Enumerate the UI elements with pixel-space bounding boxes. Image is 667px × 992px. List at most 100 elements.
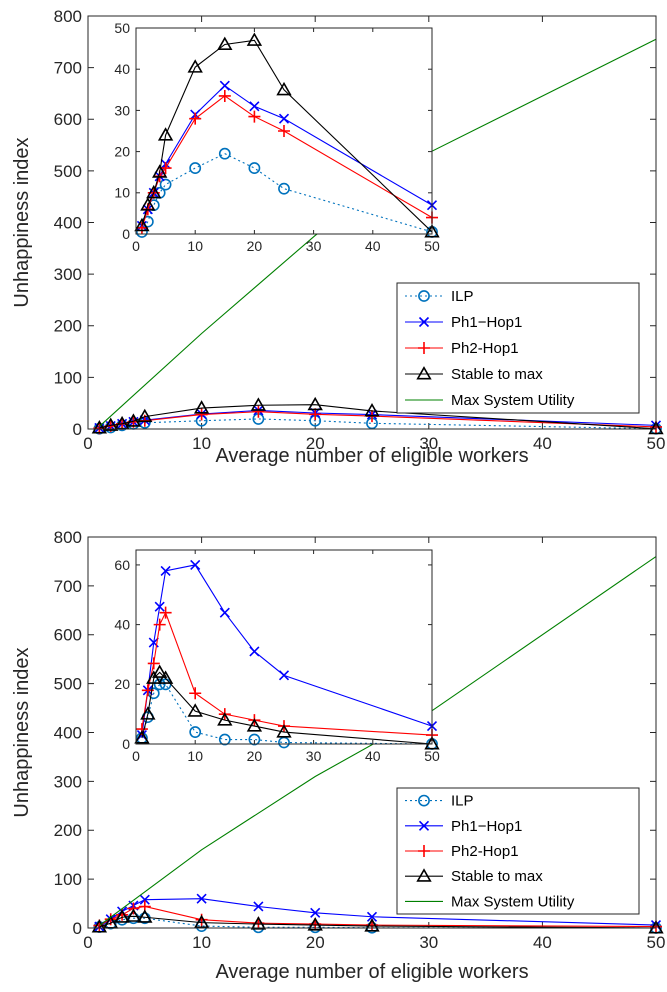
chart-2-inset-series-ph1-hop1 [136,559,438,741]
chart-2-inset-line-stable-to-max [141,671,433,745]
chart-2-legend-label-stable-to-max: Stable to max [451,868,543,885]
chart-1-x-tick-label: 0 [83,434,92,453]
chart-1-inset-point-ilp [218,147,231,160]
chart-2-x-tick-label: 0 [83,933,92,952]
chart-1-inset-point-stable-to-max [424,224,440,238]
chart-1-x-tick-label: 30 [419,434,438,453]
chart-2-inset-x-tick-label: 0 [132,748,140,764]
chart-1-legend-label-ph1-hop1: Ph1−Hop1 [451,314,522,331]
chart-1-legend-marker-ilp [418,290,430,302]
chart-2-inset-point-ph2-hop1 [159,606,172,619]
chart-1-legend-marker-stable-to-max [416,366,432,380]
chart-2-inset-background [136,550,432,744]
chart-2-inset-point-ph1-hop1 [190,559,201,570]
chart-2-point-stable-to-max [648,920,664,934]
chart-1-inset-point-stable-to-max [146,184,162,199]
chart-2-inset-point-stable-to-max [152,664,168,678]
chart-1-y-tick-label: 0 [73,420,82,439]
chart-2-inset-x-tick-label: 50 [424,748,440,764]
chart-2-inset-line-ilp [141,683,433,745]
chart-2-point-stable-to-max [193,914,210,929]
chart-2-inset-point-stable-to-max [140,706,156,720]
chart-2-x-axis-label: Average number of eligible workers [215,961,528,983]
chart-2-inset-point-ph1-hop1 [219,607,230,618]
chart-1-inset-point-ph1-hop1 [278,113,290,124]
chart-2-inset-point-ph1-hop1 [249,646,260,657]
chart-1-line-max-system-utility [98,38,657,427]
chart-2-inset-y-tick-label: 40 [114,617,130,633]
chart-2-y-tick-label: 200 [54,821,82,840]
chart-1-inset-x-tick-label: 20 [247,238,263,254]
chart-1-inset-point-stable-to-max [276,81,292,96]
chart-2-inset-point-ilp [147,687,160,700]
chart-2-x-tick-label: 40 [533,933,552,952]
chart-2-y-tick-label: 600 [54,626,82,645]
chart-2-point-ph1-hop1 [139,894,150,905]
chart-1-y-tick-label: 500 [54,162,82,181]
chart-2-line-max-system-utility [99,556,657,926]
chart-2-inset-y-tick-label: 20 [114,676,130,692]
chart-1-point-ph2-hop1 [309,408,322,421]
chart-1-legend-label-ph2-hop1: Ph2-Hop1 [451,340,519,357]
chart-1-y-tick-label: 300 [54,265,82,284]
chart-2-legend-label-ilp: ILP [451,793,474,810]
chart-2-inset-x-tick-label: 30 [306,748,322,764]
chart-1-inset-series-stable-to-max [134,32,440,238]
chart-2-y-tick-label: 700 [54,577,82,596]
chart-1-inset-y-tick-label: 20 [114,144,130,160]
chart-2-inset-point-stable-to-max [276,724,292,738]
chart-2-inset-point-ph1-hop1 [278,670,290,681]
chart-2-inset-x-tick-label: 20 [247,748,263,764]
chart-1-x-tick-label: 40 [533,434,552,453]
chart-1-y-tick-label: 600 [54,110,82,129]
chart-2-point-stable-to-max [364,918,380,932]
chart-2-point-stable-to-max [250,916,267,930]
chart-1: 0 10 20 30 40 500100200300400500600700800Aver… [11,7,665,467]
chart-1-y-tick-label: 100 [54,368,82,387]
chart-2-inset-point-ilp [218,733,231,746]
chart-1-inset-point-ilp [159,178,172,191]
chart-1-point-stable-to-max [250,397,267,411]
chart-2-inset-point-stable-to-max [424,736,440,750]
chart-1-inset-point-stable-to-max [152,164,168,178]
chart-2-inset-point-ph1-hop1 [154,601,165,612]
chart-1-legend-marker-ph1-hop1 [418,316,430,328]
chart-1-inset-point-ilp [278,182,290,195]
chart-2-y-tick-label: 400 [54,723,82,742]
chart-2-legend-marker-stable-to-max [416,868,432,882]
chart-1-legend-label-max-system-utility: Max System Utility [451,392,575,409]
chart-1-inset-frame [135,27,433,235]
chart-2-inset-point-stable-to-max [217,712,233,726]
chart-1-inset-point-ph1-hop1 [249,101,260,112]
chart-1-point-stable-to-max [648,420,664,435]
chart-1-plot-frame [87,15,657,430]
chart-1-inset-y-tick-label: 50 [114,20,130,36]
chart-2-point-stable-to-max [91,919,108,933]
chart-1-point-stable-to-max [91,420,108,434]
chart-2-inset-point-ph2-hop1 [153,618,166,631]
chart-1-y-axis-label: Unhappiness index [11,137,33,307]
chart-2-plot-frame [87,536,657,929]
chart-2-series-max-system-utility [99,556,657,926]
chart-1-inset-x-tick-label: 50 [424,238,440,254]
chart-1-point-stable-to-max [103,417,119,431]
chart-2-y-tick-label: 800 [54,528,82,547]
chart-2-inset-y-tick-label: 60 [114,557,130,573]
chart-2-inset-y-tick-label: 0 [122,736,130,752]
chart-2-inset-series-stable-to-max [134,664,440,750]
chart-1-inset-point-ilp [189,162,202,174]
chart-1-inset-line-ph2-hop1 [141,95,433,228]
chart-1-inset-y-tick-label: 0 [122,226,130,242]
chart-2-inset: 0 10 20 30 40 50 0 20 40 60 [114,549,440,764]
chart-1-x-tick-label: 10 [192,434,211,453]
chart-1-point-stable-to-max [125,413,142,427]
chart-2-x-tick-label: 50 [647,933,666,952]
chart-2-legend-label-ph1-hop1: Ph1−Hop1 [451,818,522,835]
chart-2-legend-label-max-system-utility: Max System Utility [451,893,575,910]
chart-1-inset-x-tick-label: 10 [187,238,203,254]
chart-1-inset-point-stable-to-max [157,127,174,141]
chart-2-point-stable-to-max [125,908,142,922]
chart-1-y-tick-label: 200 [54,317,82,336]
chart-1-inset-y-tick-label: 30 [114,102,130,118]
